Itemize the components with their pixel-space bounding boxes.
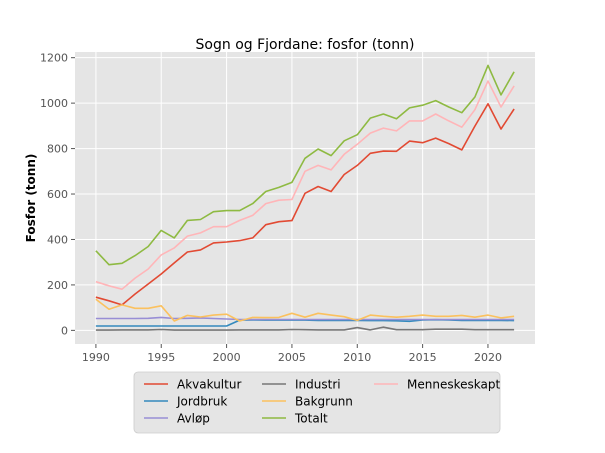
series-line-akvakultur <box>95 103 515 306</box>
x-tick-label: 2000 <box>213 351 241 364</box>
legend-label: Industri <box>295 378 341 392</box>
legend-label: Bakgrunn <box>295 395 353 409</box>
y-axis-label: Fosfor (tonn) <box>24 154 38 243</box>
series-line-totalt <box>95 64 515 266</box>
legend: Akvakultur Jordbruk Avløp Industri Bakgrunn T… <box>133 371 501 434</box>
series-line-industri <box>95 326 515 331</box>
y-tick-label: 800 <box>47 143 68 156</box>
x-tick-label: 1990 <box>82 351 110 364</box>
series-lines <box>95 64 515 331</box>
chart-title: Sogn og Fjordane: fosfor (tonn) <box>196 37 415 53</box>
y-tick-label: 200 <box>47 279 68 292</box>
y-tick-label: 1000 <box>40 97 68 110</box>
y-tick-label: 0 <box>61 324 68 337</box>
legend-label: Totalt <box>294 412 328 426</box>
x-tick-label: 2020 <box>474 351 502 364</box>
y-tick-label: 1200 <box>40 52 68 65</box>
x-axis: 1990 1995 2000 2005 2010 2015 2020 <box>82 344 502 364</box>
x-tick-label: 2005 <box>278 351 306 364</box>
y-tick-label: 600 <box>47 188 68 201</box>
legend-label: Akvakultur <box>177 378 241 392</box>
series-line-menneskeskapt <box>95 80 515 291</box>
legend-label: Menneskeskapt <box>407 378 500 392</box>
legend-label: Avløp <box>177 412 210 426</box>
series-line-bakgrunn <box>95 298 515 322</box>
x-tick-label: 2010 <box>343 351 371 364</box>
series-line-avløp <box>95 316 515 321</box>
x-tick-label: 2015 <box>409 351 437 364</box>
plot-area <box>75 52 535 344</box>
y-axis: 0 200 400 600 800 1000 1200 <box>40 52 75 337</box>
legend-label: Jordbruk <box>176 395 227 409</box>
y-tick-label: 400 <box>47 233 68 246</box>
legend-box <box>133 371 501 434</box>
x-tick-label: 1995 <box>147 351 175 364</box>
gridlines <box>75 52 535 344</box>
